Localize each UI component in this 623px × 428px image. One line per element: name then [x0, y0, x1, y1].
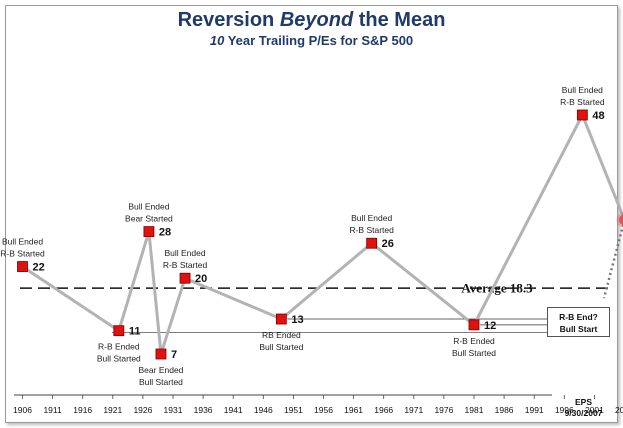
- data-point: [275, 313, 287, 325]
- x-tick-label: 1906: [13, 405, 32, 415]
- x-tick-label: 1986: [495, 405, 514, 415]
- eps-label-line1: EPS: [574, 397, 592, 407]
- annotation-line: Bull Ended: [562, 85, 603, 95]
- data-point: [17, 261, 28, 272]
- x-tick-label: 1911: [43, 405, 62, 415]
- eps-label: EPS 9/30/2007: [556, 397, 611, 419]
- subtitle-emphasis: 10: [209, 33, 225, 48]
- data-point: [468, 319, 480, 331]
- data-point: [143, 226, 155, 237]
- data-label: 7: [171, 349, 177, 361]
- annotation: RB Ended Bull Started: [259, 330, 303, 352]
- annotation-line: R-B Started: [0, 249, 45, 259]
- data-point: [179, 272, 191, 284]
- data-point: [619, 214, 623, 226]
- annotation-line: Bull Ended: [2, 237, 43, 247]
- annotation-line: R-B Started: [163, 260, 208, 270]
- annotation: Bull Ended R-B Started: [163, 248, 208, 270]
- chart-frame: [5, 5, 618, 423]
- x-tick-label: 1971: [404, 405, 423, 415]
- annotation-line: Bull Ended: [351, 213, 392, 223]
- x-tick-label: 2001: [585, 405, 604, 415]
- data-label: 13: [291, 314, 303, 326]
- chart-subtitle: 10 Year Trailing P/Es for S&P 500: [0, 33, 623, 48]
- series-line: [21, 113, 623, 356]
- annotation-line: Bear Started: [125, 214, 173, 224]
- callout-line2: Bull Start: [559, 324, 598, 334]
- callout-line1: R-B End?: [559, 312, 598, 322]
- data-label: 22: [33, 262, 45, 274]
- annotation-line: Bull Started: [97, 354, 141, 364]
- data-point: [113, 325, 125, 337]
- projection-line: [602, 220, 623, 299]
- x-tick-label: 1981: [465, 405, 484, 415]
- average-label: Average 18.3: [461, 281, 533, 296]
- title-suffix: the Mean: [353, 9, 446, 31]
- data-point: [155, 348, 167, 360]
- data-label: 12: [484, 320, 496, 332]
- x-tick-label: 1926: [133, 405, 152, 415]
- data-label: 11: [129, 326, 141, 338]
- annotation: Bull Ended R-B Started: [0, 237, 45, 259]
- annotation-line: Bull Started: [259, 342, 303, 352]
- annotation-line: Bear Ended: [139, 365, 184, 375]
- annotation-line: R-B Started: [560, 97, 605, 107]
- annotation: Bull Ended R-B Started: [560, 85, 605, 107]
- data-label: 26: [382, 238, 394, 250]
- data-label: 28: [159, 227, 171, 239]
- annotation-line: Bull Started: [452, 348, 496, 358]
- x-tick-label: 1931: [164, 405, 183, 415]
- x-tick-label: 1956: [314, 405, 333, 415]
- annotation: Bear Ended Bull Started: [139, 365, 184, 387]
- x-tick-label: 1966: [374, 405, 393, 415]
- data-label: 20: [195, 273, 207, 285]
- annotation: Bull Ended Bear Started: [125, 202, 173, 224]
- annotation-line: Bull Ended: [128, 202, 169, 212]
- x-tick-label: 1946: [254, 405, 273, 415]
- x-tick-label: 1941: [224, 405, 243, 415]
- x-tick-label: 1921: [103, 405, 122, 415]
- annotation-line: RB Ended: [262, 330, 301, 340]
- x-tick-label: 1951: [284, 405, 303, 415]
- annotation-line: Bull Ended: [164, 248, 205, 258]
- chart-title: Reversion Beyond the Mean: [0, 9, 623, 32]
- x-tick-label: 1936: [194, 405, 213, 415]
- annotation-line: R-B Ended: [98, 342, 140, 352]
- x-tick-label: 1991: [525, 405, 544, 415]
- data-point: [576, 109, 588, 121]
- projection-callout: R-B End? Bull Start: [547, 307, 610, 337]
- data-label: 48: [592, 110, 604, 122]
- x-tick-label: 1996: [555, 405, 574, 415]
- x-tick-label: 1976: [434, 405, 453, 415]
- x-tick-label: 2006: [615, 405, 623, 415]
- title-emphasis: Beyond: [279, 9, 354, 31]
- annotation: R-B Ended Bull Started: [97, 342, 141, 364]
- annotation: R-B Ended Bull Started: [452, 336, 496, 358]
- annotation: Bull Ended R-B Started: [349, 213, 394, 235]
- subtitle-rest: Year Trailing P/Es for S&P 500: [224, 33, 414, 48]
- x-tick-label: 1961: [344, 405, 363, 415]
- annotation-line: R-B Started: [349, 225, 394, 235]
- data-point: [366, 237, 378, 249]
- eps-label-line2: 9/30/2007: [564, 408, 603, 418]
- annotation-line: Bull Started: [139, 377, 183, 387]
- x-tick-label: 1916: [73, 405, 92, 415]
- title-prefix: Reversion: [177, 9, 280, 31]
- annotation-line: R-B Ended: [453, 336, 495, 346]
